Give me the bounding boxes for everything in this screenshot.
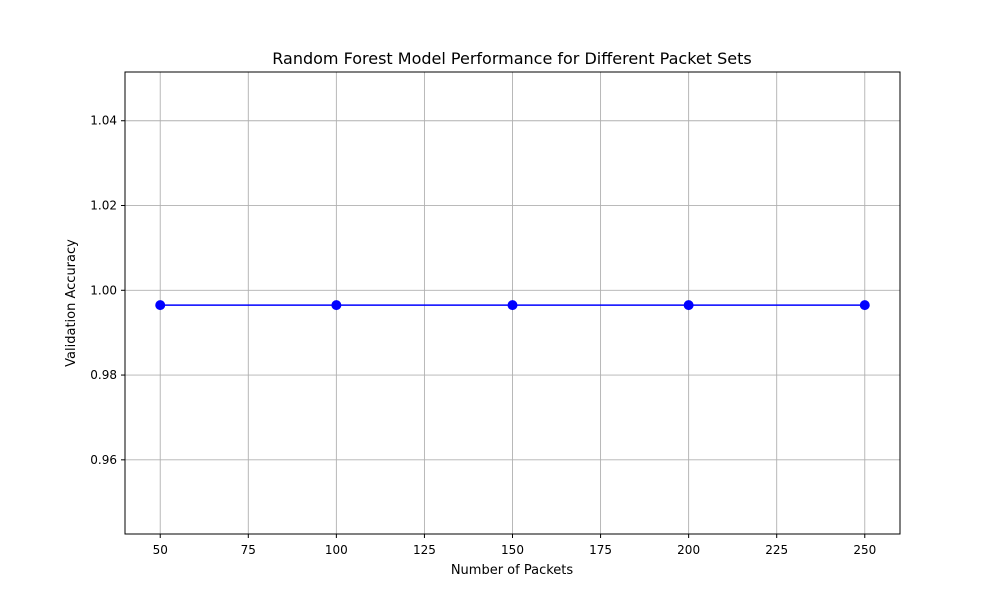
y-tick-label: 0.98 [90,368,117,382]
x-tick-label: 150 [501,543,524,557]
grid-layer [125,72,900,534]
x-tick-label: 125 [413,543,436,557]
y-tick-label: 1.02 [90,199,117,213]
tick-layer: 50 75 100 125 150 175 200 225 250 0.96 0.98 1.00 1.0… [90,114,876,557]
y-axis-label: Validation Accuracy [64,239,79,367]
x-tick-label: 200 [677,543,700,557]
y-tick-label: 1.04 [90,114,117,128]
x-tick-label: 250 [853,543,876,557]
data-point [331,300,342,311]
x-axis-label: Number of Packets [451,563,574,578]
data-point [155,300,166,311]
x-tick-label: 100 [325,543,348,557]
x-tick-label: 225 [765,543,788,557]
data-point [683,300,694,311]
series-layer [155,300,870,311]
chart-title: Random Forest Model Performance for Diff… [272,49,751,68]
y-tick-label: 0.96 [90,453,117,467]
x-tick-label: 75 [241,543,256,557]
x-tick-label: 50 [153,543,168,557]
data-point [859,300,870,311]
data-point [507,300,518,311]
x-tick-label: 175 [589,543,612,557]
y-tick-label: 1.00 [90,283,117,297]
